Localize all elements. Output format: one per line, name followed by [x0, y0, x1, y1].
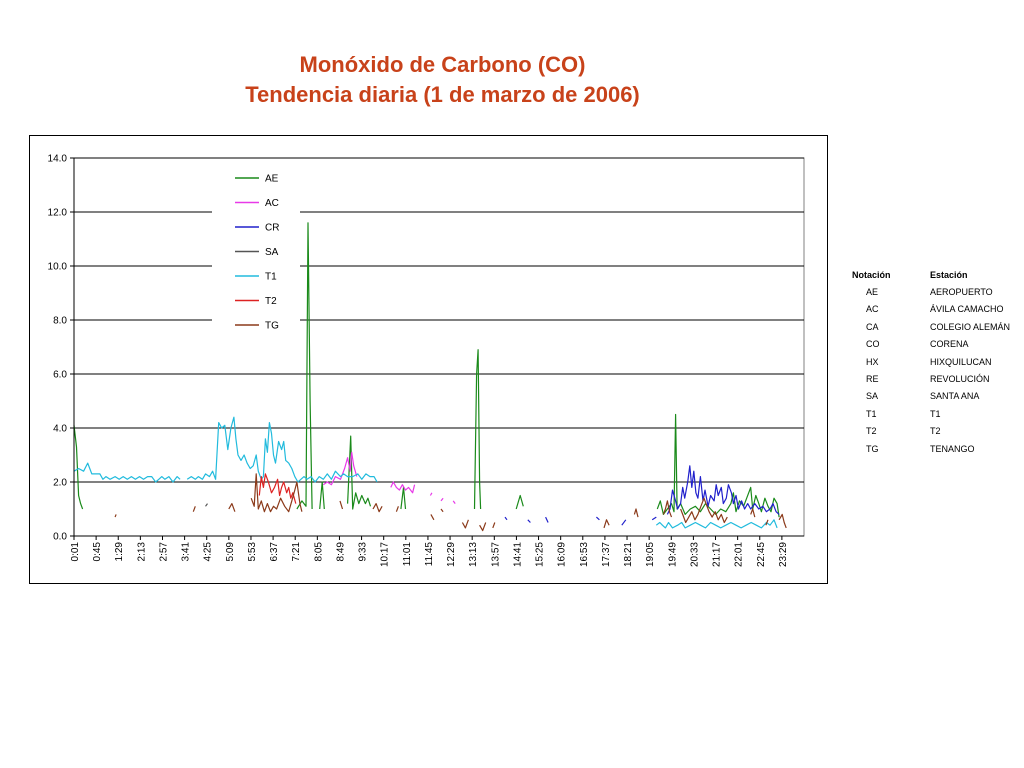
x-tick-label: 15:25 — [535, 542, 546, 567]
x-tick-label: 9:33 — [358, 542, 369, 562]
station-code: HX — [866, 356, 879, 367]
co-line-chart: 0.0 2.0 4.0 6.0 8.0 10.0 12.0 14.0 0:01 0:45 1:29… — [48, 154, 805, 567]
station-name: CORENA — [930, 339, 969, 350]
x-tick-label: 7:21 — [291, 542, 302, 562]
x-tick-label: 10:17 — [380, 542, 391, 567]
series-line-sa — [205, 503, 208, 507]
y-tick-label: 10.0 — [48, 262, 68, 273]
x-tick-label: 11:45 — [424, 542, 435, 567]
x-tick-label: 19:49 — [667, 542, 678, 567]
x-tick-label: 22:45 — [756, 542, 767, 567]
station-code: AC — [866, 304, 879, 315]
x-tick-label: 19:05 — [645, 542, 656, 567]
station-name: COLEGIO ALEMÁN — [930, 321, 1011, 332]
y-tick-label: 14.0 — [48, 154, 68, 165]
x-tick-label: 20:33 — [689, 542, 700, 567]
x-tick-label: 0:45 — [92, 542, 103, 562]
x-tick-label: 5:09 — [225, 542, 236, 562]
station-name: ÁVILA CAMACHO — [930, 304, 1004, 315]
x-tick-label: 1:29 — [114, 542, 125, 562]
y-tick-label: 6.0 — [53, 370, 67, 381]
table-row: T1 T1 — [850, 405, 1020, 422]
x-tick-label: 13:13 — [468, 542, 479, 567]
station-code: AE — [866, 287, 879, 298]
station-code: RE — [866, 374, 879, 385]
x-tick-label: 8:49 — [335, 542, 346, 562]
y-tick-label: 8.0 — [53, 316, 67, 327]
table-row: CO CORENA — [850, 336, 1020, 353]
station-name: T2 — [930, 426, 941, 437]
station-code: T2 — [866, 426, 877, 437]
station-name: TENANGO — [930, 443, 975, 454]
x-tick-label: 2:57 — [158, 542, 169, 562]
chart-title-line1: Monóxido de Carbono (CO) — [299, 52, 586, 77]
station-name: AEROPUERTO — [930, 287, 993, 298]
legend-label-ac: AC — [265, 198, 279, 209]
x-tick-label: 17:37 — [601, 542, 612, 567]
x-tick-label: 21:17 — [712, 542, 723, 567]
legend-label-ae: AE — [265, 174, 279, 185]
chart-title-line2: Tendencia diaria (1 de marzo de 2006) — [245, 82, 640, 107]
series-line-t1 — [73, 416, 778, 529]
table-row: RE REVOLUCIÓN — [850, 370, 1020, 387]
x-tick-label: 12:29 — [446, 542, 457, 567]
x-tick-label: 4:25 — [203, 542, 214, 562]
legend-label-t1: T1 — [265, 272, 277, 283]
station-code: TG — [866, 443, 879, 454]
x-tick-label: 11:01 — [402, 542, 413, 567]
x-tick-label: 6:37 — [269, 542, 280, 562]
station-name: T1 — [930, 408, 941, 419]
x-tick-label: 8:05 — [313, 542, 324, 562]
x-tick-label: 0:01 — [70, 542, 81, 562]
station-name: REVOLUCIÓN — [930, 374, 990, 385]
legend-label-cr: CR — [265, 223, 279, 234]
x-tick-label: 5:53 — [247, 542, 258, 562]
table-header-station: Estación — [930, 269, 968, 280]
table-header-notation: Notación — [852, 269, 891, 280]
legend-label-sa: SA — [265, 247, 279, 258]
table-row: SA SANTA ANA — [850, 388, 1020, 405]
x-tick-label: 23:29 — [778, 542, 789, 567]
station-code: T1 — [866, 408, 877, 419]
x-tick-label: 2:13 — [136, 542, 147, 562]
y-tick-label: 2.0 — [53, 478, 67, 489]
station-code: CA — [866, 321, 879, 332]
station-name: SANTA ANA — [930, 391, 980, 402]
y-tick-label: 4.0 — [53, 424, 67, 435]
x-tick-label: 22:01 — [734, 542, 745, 567]
x-tick-label: 13:57 — [490, 542, 501, 567]
table-row: HX HIXQUILUCAN — [850, 353, 1020, 370]
x-tick-label: 3:41 — [181, 542, 192, 562]
legend-label-tg: TG — [265, 321, 279, 332]
table-row: CA COLEGIO ALEMÁN — [850, 318, 1020, 335]
x-tick-label: 16:09 — [557, 542, 568, 567]
station-code: CO — [866, 339, 880, 350]
table-row: AC ÁVILA CAMACHO — [850, 301, 1020, 318]
x-tick-label: 14:41 — [512, 542, 523, 567]
x-tick-label: 18:21 — [623, 542, 634, 567]
y-tick-label: 12.0 — [48, 208, 68, 219]
legend-label-t2: T2 — [265, 296, 277, 307]
station-name: HIXQUILUCAN — [930, 356, 992, 367]
y-tick-label: 0.0 — [53, 532, 67, 543]
chart-title: Monóxido de Carbono (CO) Tendencia diari… — [0, 50, 885, 110]
table-row: T2 T2 — [850, 423, 1020, 440]
table-row: TG TENANGO — [850, 440, 1020, 457]
table-row: AE AEROPUERTO — [850, 283, 1020, 300]
series-line-ae — [73, 222, 780, 518]
series-line-cr — [504, 465, 780, 526]
series-line-t2 — [258, 473, 297, 504]
series-line-tg — [114, 473, 787, 532]
x-tick-label: 16:53 — [579, 542, 590, 567]
plot-area — [73, 157, 805, 537]
station-notation-table: Notación Estación AE AEROPUERTO AC ÁVILA CA… — [850, 266, 1020, 457]
station-code: SA — [866, 391, 879, 402]
